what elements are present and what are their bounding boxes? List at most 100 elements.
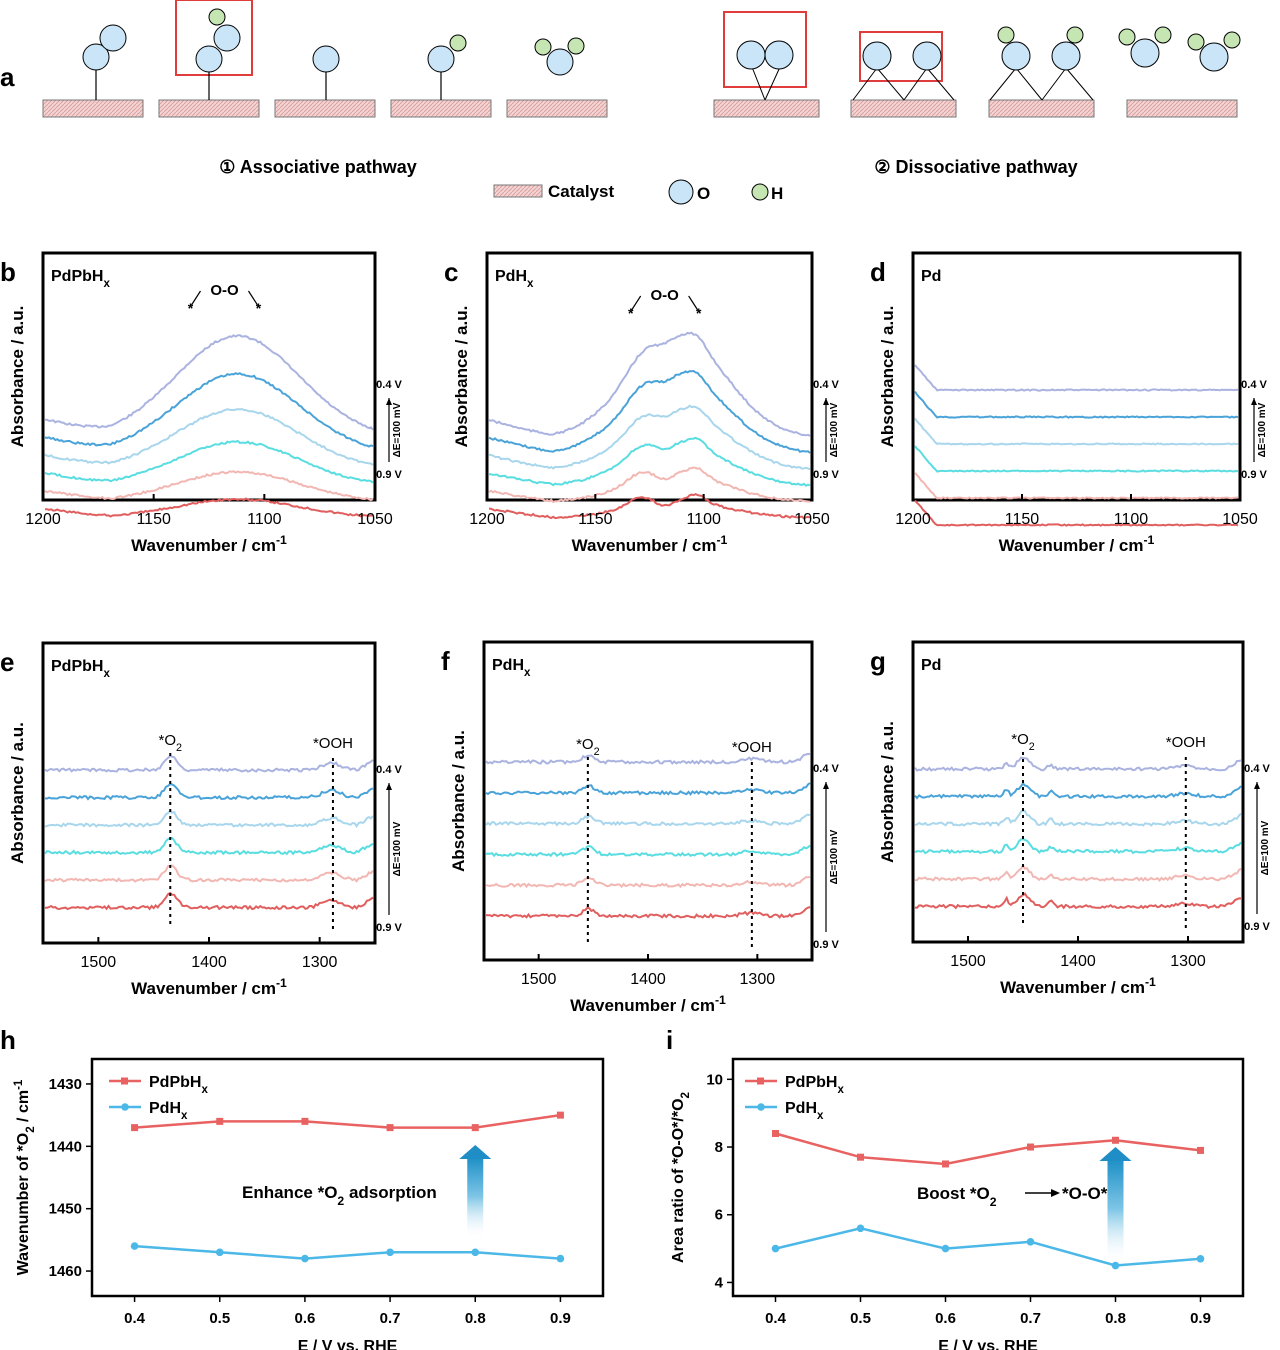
highlight-box [175,0,253,76]
bottom-voltage-part: 0.9 V [813,939,839,951]
x-tick-label-part: 1100 [1114,511,1149,528]
bottom-voltage: 0.9 V [813,469,839,481]
h-atom [1066,26,1084,44]
bond [926,67,955,101]
panel-c: c PdHx O-O * * 1200 1150 1100 1050 Wavenumber / c… [444,251,840,555]
x-tick-label: 0.5 [850,1310,871,1327]
y-tick-label: 1460 [49,1263,82,1280]
spectrum-curve [914,781,1242,800]
o-atom [1130,38,1160,68]
series-line-PdHx [775,1227,1201,1267]
annotation-part: 2 [337,1194,344,1208]
h-atom [1187,33,1205,51]
x-tick-label: 1050 [794,511,830,528]
o-atom [736,40,766,70]
spectrum-curve [914,364,1239,392]
bottom-voltage-part: 0.9 V [1241,469,1267,481]
annotation: Enhance *O2 adsorption [242,1183,437,1208]
legend-label-part: PdPbH [149,1074,201,1091]
x-tick-label: 1300 [740,971,776,988]
o2-label: *O2 [1011,731,1035,753]
spectrum-curve [485,875,811,889]
y-axis-label-part: / cm [15,1090,32,1126]
panel-d: d Pd 1200 1150 1100 1050 Wavenumber / cm-1 Abso… [870,251,1268,555]
bottom-voltage: 0.9 V [1244,921,1270,933]
data-point-PdPbHx [556,1111,564,1119]
x-tick-label-part: 1500 [950,953,986,970]
spectrum-curve [44,334,374,431]
y-tick-label-part: 1440 [49,1138,82,1155]
x-tick-label-part: 0.6 [294,1310,315,1327]
x-axis-label-part: Wavenumber / cm [999,536,1144,555]
legend-marker [121,1103,129,1111]
associative-scene-2 [158,0,260,118]
x-axis-label-part: -1 [715,993,726,1007]
sample-label: PdHx [495,268,534,290]
y-tick-label: 10 [706,1071,723,1088]
h-atom [567,37,585,55]
x-tick-label-part: 1050 [1222,511,1258,528]
h-atom-icon [751,183,769,201]
legend-label: PdPbHx [785,1074,844,1096]
annotation-part: adsorption [344,1183,437,1202]
arrow-head [386,783,392,790]
o2-label-part: *O [1011,731,1029,748]
x-axis-label-part: Wavenumber / cm [131,979,276,998]
data-point-PdPbHx [216,1117,224,1125]
x-tick-label-part: 0.9 [550,1310,571,1327]
data-point-PdPbHx [1112,1136,1119,1144]
x-tick-label: 1500 [950,953,986,970]
delta-e-label: ΔE=100 mV [829,402,840,457]
x-axis-label-part: Wavenumber / cm [572,536,717,555]
x-axis-label-part: E / V vs. RHE [938,1338,1038,1350]
y-tick-label: 1450 [49,1201,82,1218]
x-tick-label: 1500 [81,954,117,971]
ooh-label: *OOH [1166,734,1206,751]
x-tick-label-part: 1100 [247,511,282,528]
spectrum-curve [914,417,1239,446]
spectrum-curve [44,407,374,466]
delta-e-label-part: ΔE=100 mV [1260,820,1271,875]
top-voltage-part: 0.4 V [376,764,402,776]
arrow-head [386,398,392,405]
spectrum-curve [914,472,1239,500]
top-voltage-part: 0.4 V [1241,379,1267,391]
y-axis-label-part: Absorbance / a.u. [8,722,27,864]
data-point-PdHx [941,1244,950,1253]
o2-label-part: 2 [1029,741,1035,753]
o-atom [312,45,340,73]
spectrum-curve [44,754,374,773]
x-axis-label-part: -1 [716,533,727,547]
x-tick-label: 1100 [1114,511,1149,528]
associative-scene-3 [274,45,376,118]
x-tick-label-part: 0.7 [380,1310,401,1327]
bond [764,66,781,101]
arrow-head [1254,782,1260,789]
panel-letter-h: h [0,1025,16,1055]
x-tick-label-part: 1300 [740,971,776,988]
bond-line [190,290,201,306]
peak-label-o-o-part: O-O [650,287,679,304]
x-tick-label: 0.6 [294,1310,315,1327]
x-tick-label-part: 1200 [895,511,931,528]
y-tick-label-part: 4 [715,1274,724,1291]
peak-star-left: * [188,300,194,316]
o-atom [912,41,942,71]
data-point-PdHx [471,1248,480,1257]
spectrum-curve [915,863,1242,882]
ooh-label: *OOH [313,735,353,752]
peak-star-left: * [628,305,634,321]
o2-label: *O2 [576,736,600,758]
o-atom [546,48,574,76]
bond [989,67,1017,101]
legend-label-part: PdH [785,1100,817,1117]
peak-star-left-part: * [188,300,194,316]
bond [751,66,766,101]
spectrum-curve [44,372,374,448]
panel-letter-e: e [0,647,14,677]
bottom-voltage: 0.9 V [1241,469,1267,481]
bottom-voltage-part: 0.9 V [813,469,839,481]
data-point-PdHx [1196,1254,1205,1263]
x-tick-label: 1400 [1060,953,1096,970]
bond [1015,67,1043,101]
